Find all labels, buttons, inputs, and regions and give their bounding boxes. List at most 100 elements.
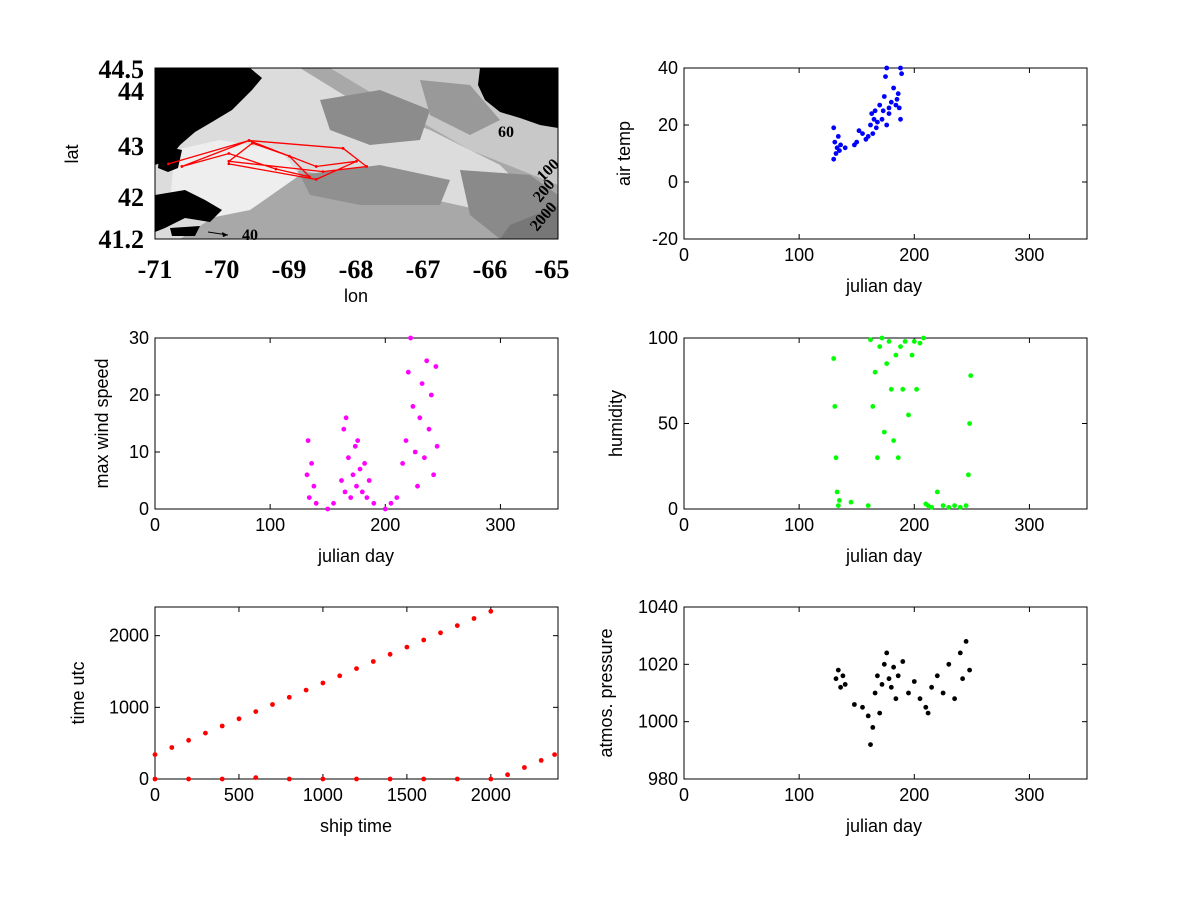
data-point: [219, 723, 225, 729]
data-point: [342, 489, 348, 495]
deep-slope: [500, 205, 558, 239]
data-point: [886, 676, 892, 682]
x-tick-label: 200: [899, 515, 929, 535]
data-point: [309, 461, 314, 466]
data-point: [405, 369, 411, 375]
data-point: [865, 713, 871, 719]
data-point: [940, 503, 946, 508]
data-point: [831, 356, 837, 361]
data-point: [354, 666, 359, 671]
data-point: [303, 687, 309, 693]
data-point: [888, 386, 894, 392]
track-point: [227, 162, 231, 166]
data-point: [412, 449, 418, 455]
data-point: [337, 673, 343, 679]
data-point: [899, 71, 904, 77]
data-point: [921, 335, 926, 341]
data-point: [394, 495, 400, 500]
lat-tick-label: 41.2: [99, 225, 145, 254]
y-tick-label: 0: [668, 499, 678, 519]
data-point: [929, 504, 934, 510]
data-point: [888, 99, 894, 105]
y-tick-label: -20: [652, 229, 678, 249]
data-point: [835, 134, 841, 139]
land-cape-cod: [155, 190, 222, 232]
data-point: [488, 608, 494, 614]
data-point: [881, 429, 887, 435]
data-point: [434, 443, 440, 449]
lon-tick-label: -65: [535, 255, 570, 284]
x-tick-label: 100: [784, 515, 814, 535]
track-point: [365, 165, 368, 168]
data-point: [505, 772, 510, 778]
x-tick-label: 2000: [471, 785, 511, 805]
data-point: [348, 495, 354, 500]
basin-2: [300, 165, 450, 205]
data-point: [914, 386, 919, 392]
data-point: [872, 108, 878, 114]
data-point: [311, 483, 317, 489]
y-tick-label: 20: [129, 385, 149, 405]
data-point: [872, 369, 878, 375]
data-point: [886, 105, 892, 111]
data-point: [891, 85, 896, 91]
data-point: [325, 506, 331, 512]
lat-tick-label: 43: [118, 132, 144, 161]
data-point: [253, 709, 259, 714]
data-point: [320, 776, 326, 782]
data-point: [404, 644, 410, 650]
x-tick-label: 300: [1014, 785, 1044, 805]
map-xlabel: lon: [344, 286, 368, 306]
x-tick-label: 200: [370, 515, 400, 535]
lon-tick-label: -69: [272, 255, 307, 284]
x-tick-label: 0: [150, 515, 160, 535]
x-tick-label: 300: [1014, 515, 1044, 535]
data-point: [354, 776, 359, 782]
data-point: [419, 381, 425, 386]
y-axis-label: air temp: [614, 121, 634, 186]
data-point: [359, 489, 365, 495]
x-tick-label: 0: [679, 245, 689, 265]
track-point: [321, 170, 325, 174]
data-point: [869, 111, 875, 116]
y-tick-label: 0: [668, 172, 678, 192]
data-point: [925, 710, 931, 716]
y-tick-label: 50: [658, 414, 678, 434]
x-axis-label: julian day: [845, 546, 922, 566]
data-point: [875, 119, 880, 125]
data-point: [403, 438, 409, 443]
data-point: [871, 116, 877, 122]
y-tick-label: 0: [139, 769, 149, 789]
x-tick-label: 0: [679, 515, 689, 535]
data-point: [840, 673, 846, 679]
data-point: [488, 776, 494, 782]
data-point: [884, 122, 890, 128]
data-point: [831, 156, 837, 162]
data-point: [357, 466, 363, 472]
data-point: [963, 503, 969, 508]
data-point: [870, 725, 876, 730]
data-point: [350, 472, 356, 478]
data-point: [286, 776, 292, 782]
data-point: [422, 455, 427, 461]
data-point: [831, 125, 837, 131]
data-point: [868, 742, 873, 747]
y-tick-label: 1040: [638, 597, 678, 617]
data-point: [895, 673, 901, 679]
track-map-panel: 60 100 200 2000 40 44.5 44 43 42 41.2 -7…: [62, 55, 569, 306]
x-axis-label: ship time: [320, 816, 392, 836]
track-point: [355, 159, 358, 163]
data-point: [893, 352, 899, 358]
data-point: [923, 704, 929, 710]
data-point: [946, 504, 952, 510]
data-point: [911, 679, 917, 684]
data-point: [410, 404, 416, 409]
data-point: [219, 776, 225, 782]
data-point: [371, 500, 377, 506]
data-point: [426, 426, 432, 432]
plot-frame: [154, 606, 559, 780]
lat-tick-label: 44.5: [99, 55, 145, 84]
track-point: [341, 146, 345, 150]
track-point: [287, 154, 291, 158]
ship-track: [167, 139, 369, 181]
